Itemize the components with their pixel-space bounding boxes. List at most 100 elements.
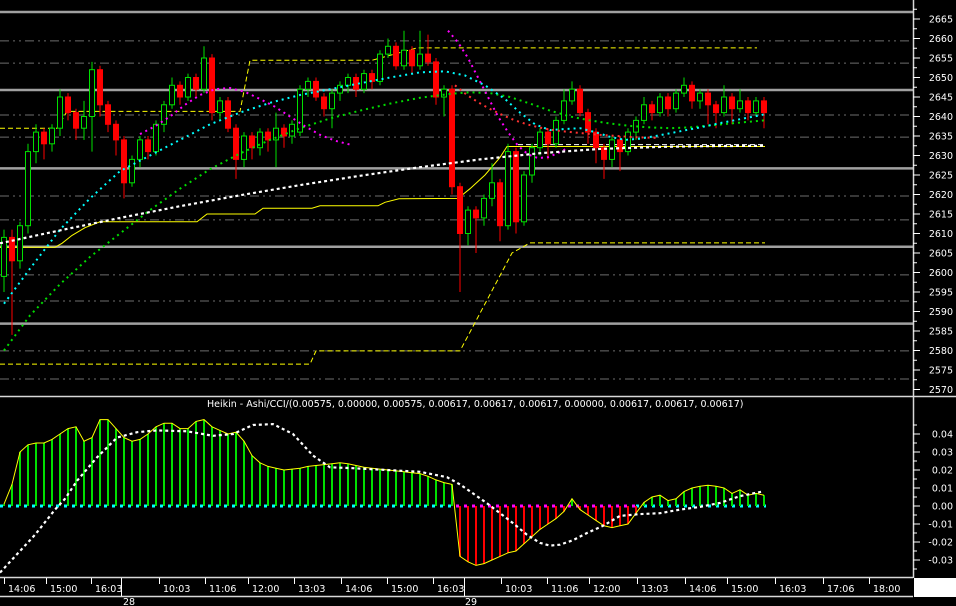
price-axis-label: 2605 bbox=[929, 249, 953, 260]
bearish-candle-body bbox=[353, 77, 359, 90]
time-axis-label: 13:03 bbox=[298, 584, 325, 595]
bearish-candle-body bbox=[433, 61, 439, 98]
bullish-candle-body bbox=[553, 119, 559, 145]
bullish-candle-body bbox=[1, 236, 7, 277]
ma-cyan-dotted bbox=[3, 70, 765, 305]
bullish-candle-body bbox=[417, 53, 423, 67]
indicator-axis-label: 0.02 bbox=[932, 466, 953, 477]
bearish-candle-body bbox=[265, 131, 271, 141]
bullish-candle-body bbox=[377, 53, 383, 82]
price-axis-label: 2645 bbox=[929, 93, 953, 104]
bullish-candle-body bbox=[241, 135, 247, 160]
bullish-candle-body bbox=[633, 119, 639, 133]
bearish-candle-body bbox=[41, 131, 47, 145]
bearish-candle-body bbox=[113, 123, 119, 141]
bearish-candle-body bbox=[761, 100, 767, 114]
price-axis-label: 2575 bbox=[929, 366, 953, 377]
price-axis[interactable]: 2665 2660 2655 2650 2645 2640 2635 2630 2625 2620… bbox=[913, 8, 953, 396]
time-axis-label: 12:00 bbox=[252, 584, 279, 595]
time-axis-label: 18:00 bbox=[873, 584, 900, 595]
bearish-candle-body bbox=[177, 84, 183, 98]
bearish-candle-body bbox=[321, 96, 327, 110]
bearish-candle-body bbox=[9, 236, 15, 262]
bullish-candle-body bbox=[329, 92, 335, 110]
ma-magenta-right bbox=[447, 30, 569, 160]
bullish-candle-body bbox=[681, 84, 687, 94]
time-axis-label: 14:06 bbox=[345, 584, 372, 595]
moving-averages-layer bbox=[0, 30, 766, 352]
bearish-candle-body bbox=[513, 151, 519, 223]
bearish-candle-body bbox=[73, 112, 79, 129]
indicator-axis[interactable]: 0.04 0.03 0.02 0.01 0.00 -0.01 -0.02 -0.03 bbox=[913, 424, 953, 570]
bullish-candle-body bbox=[489, 182, 495, 199]
bearish-candle-body bbox=[729, 96, 735, 110]
bearish-candle-body bbox=[457, 186, 463, 234]
time-axis-label: 10:03 bbox=[505, 584, 532, 595]
time-axis-label: 12:00 bbox=[593, 584, 620, 595]
bullish-candle-body bbox=[505, 151, 511, 227]
time-axis-label: 15:00 bbox=[731, 584, 758, 595]
white-trend-dotted bbox=[0, 144, 766, 245]
bearish-candle-body bbox=[577, 88, 583, 114]
bullish-candle-body bbox=[521, 174, 527, 223]
yellow-dashed-low-step bbox=[0, 242, 765, 365]
time-axis-label: 11:06 bbox=[209, 584, 236, 595]
bullish-candle-body bbox=[361, 73, 367, 90]
bullish-candle-body bbox=[89, 69, 95, 117]
bullish-candle-body bbox=[25, 151, 31, 227]
time-axis[interactable]: 14:06 15:00 16:03 10:03 11:06 12:00 13:03 14:06… bbox=[4, 578, 901, 606]
price-axis-label: 2620 bbox=[929, 190, 953, 201]
bullish-candle-body bbox=[561, 100, 567, 121]
bullish-candle-body bbox=[465, 209, 471, 235]
indicator-axis-label: -0.03 bbox=[928, 556, 953, 567]
price-axis-label: 2640 bbox=[929, 112, 953, 123]
bullish-candle-body bbox=[273, 127, 279, 141]
price-axis-label: 2600 bbox=[929, 268, 953, 279]
bullish-candle-body bbox=[401, 49, 407, 67]
bearish-candle-body bbox=[313, 80, 319, 98]
bullish-candle-body bbox=[385, 45, 391, 55]
indicator-panel[interactable] bbox=[0, 419, 766, 574]
ma-green-dotted bbox=[3, 91, 765, 352]
bullish-candle-body bbox=[641, 104, 647, 121]
bullish-candle-body bbox=[441, 88, 447, 98]
bearish-candle-body bbox=[97, 69, 103, 106]
time-axis-label: 10:03 bbox=[163, 584, 190, 595]
bullish-candle-body bbox=[289, 123, 295, 137]
bullish-candle-body bbox=[217, 100, 223, 114]
time-axis-label: 17:06 bbox=[827, 584, 854, 595]
bullish-candle-body bbox=[49, 127, 55, 145]
time-axis-label: 13:03 bbox=[641, 584, 668, 595]
bullish-candle-body bbox=[81, 116, 87, 129]
yellow-step-line bbox=[0, 146, 765, 248]
scale-corner-box bbox=[914, 578, 956, 597]
bullish-candle-body bbox=[569, 88, 575, 102]
indicator-axis-label: 0.03 bbox=[932, 448, 953, 459]
bullish-candle-body bbox=[257, 131, 263, 149]
bullish-candle-body bbox=[673, 92, 679, 110]
bullish-candle-body bbox=[337, 84, 343, 94]
bearish-candle-body bbox=[705, 92, 711, 106]
bearish-candle-body bbox=[449, 88, 455, 188]
indicator-axis-label: 0.01 bbox=[932, 484, 953, 495]
bearish-candle-body bbox=[585, 112, 591, 133]
bullish-candle-body bbox=[201, 57, 207, 90]
price-axis-label: 2650 bbox=[929, 73, 953, 84]
price-axis-label: 2570 bbox=[929, 385, 953, 396]
bullish-candle-body bbox=[609, 139, 615, 160]
price-axis-label: 2610 bbox=[929, 229, 953, 240]
bearish-candle-body bbox=[409, 49, 415, 67]
bearish-candle-body bbox=[689, 84, 695, 102]
price-axis-label: 2635 bbox=[929, 132, 953, 143]
day-label: 29 bbox=[465, 597, 477, 606]
bearish-candle-body bbox=[145, 139, 151, 153]
bearish-candle-body bbox=[497, 182, 503, 227]
time-axis-label: 15:00 bbox=[391, 584, 418, 595]
candles-layer bbox=[1, 30, 767, 335]
bullish-candle-body bbox=[169, 84, 175, 106]
bearish-candle-body bbox=[745, 100, 751, 114]
bullish-candle-body bbox=[537, 131, 543, 149]
price-axis-label: 2585 bbox=[929, 327, 953, 338]
